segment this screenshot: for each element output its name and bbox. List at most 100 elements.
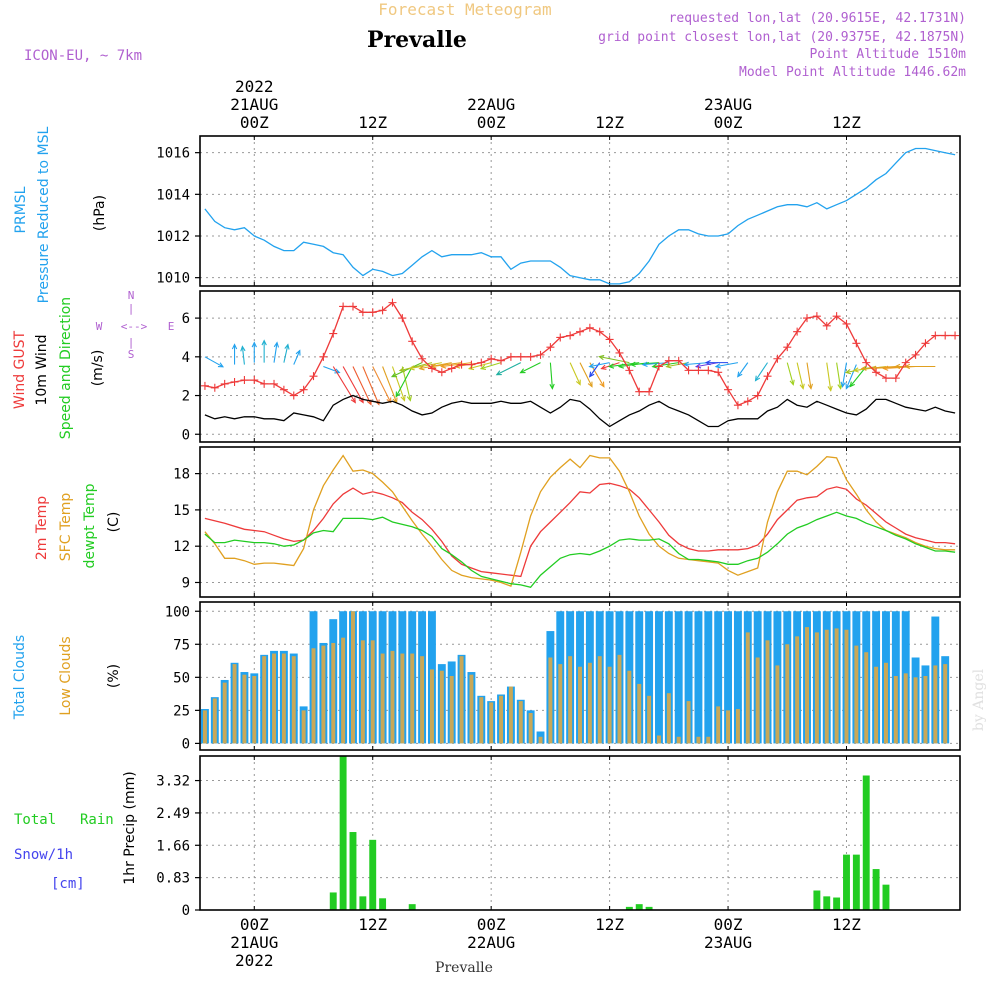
gust-point-marker: [783, 343, 792, 352]
time-axis-label: 00Z: [240, 915, 269, 934]
compass-vbar-top: |: [128, 302, 135, 315]
temp-label-unit: (C): [106, 512, 122, 533]
wind-arrowhead: [799, 383, 805, 390]
gust-point-marker: [645, 387, 654, 396]
pressure-label-prmsl: PRMSL: [13, 186, 29, 233]
low-cloud-bar: [785, 644, 790, 744]
gust-point-marker: [388, 298, 397, 307]
low-cloud-bar: [410, 653, 415, 744]
series-line-t2m: [204, 482, 956, 578]
wind-arrowhead: [273, 341, 280, 348]
wind-arrowhead: [386, 397, 392, 404]
series-line-dewpt: [204, 511, 956, 589]
total-cloud-bar: [655, 611, 663, 744]
low-cloud-bar: [499, 695, 504, 744]
time-axis-label: 00Z: [477, 113, 506, 132]
time-axis-label: 2022: [235, 951, 274, 970]
cloud-label-unit: (%): [106, 664, 122, 688]
wind-direction-arrow: [684, 362, 709, 366]
low-cloud-bar: [281, 653, 286, 744]
time-axis-label: 23AUG: [704, 933, 752, 952]
gust-point-marker: [694, 366, 703, 375]
gust-point-marker: [743, 397, 752, 406]
rain-bar: [339, 756, 347, 910]
wind-arrowhead: [519, 368, 526, 374]
gust-point-marker: [605, 335, 614, 344]
low-cloud-bar: [331, 642, 336, 744]
series-line-prmsl: [204, 147, 956, 285]
wind-direction-arrow: [861, 365, 896, 370]
gust-point-marker: [842, 319, 851, 328]
low-cloud-bar: [558, 664, 563, 744]
compass-w: W: [96, 320, 103, 333]
model-label: ICON-EU, ~ 7km: [24, 48, 142, 64]
wind-arrowhead: [350, 397, 356, 404]
gust-point-marker: [230, 377, 239, 386]
low-cloud-bar: [903, 673, 908, 744]
y-tick-label: 1010: [156, 271, 190, 287]
cloud-label-total: Total Clouds: [12, 635, 28, 720]
wind-direction-arrow: [332, 366, 356, 403]
compass-n: N: [128, 289, 135, 302]
gust-point-marker: [941, 331, 950, 340]
rain-bar: [872, 869, 880, 910]
gust-point-marker: [418, 354, 427, 363]
low-cloud-bar: [884, 662, 888, 744]
panel-frame: [199, 290, 961, 443]
wind-arrowhead: [599, 381, 605, 388]
gust-point-marker: [556, 333, 565, 342]
low-cloud-bar: [913, 677, 918, 744]
low-cloud-bar: [597, 656, 602, 744]
wind-direction-arrow: [469, 362, 492, 370]
low-cloud-bar: [854, 645, 859, 744]
panel-temperature: 9 12 15 18: [173, 446, 961, 598]
gust-point-marker: [329, 329, 338, 338]
low-cloud-bar: [666, 693, 671, 744]
low-cloud-bar: [212, 698, 217, 744]
low-cloud-bar: [291, 656, 296, 744]
wind-arrowhead: [600, 364, 607, 370]
low-cloud-bar: [321, 645, 326, 744]
low-cloud-bar: [449, 676, 454, 744]
wind-arrowhead: [587, 381, 593, 388]
gust-point-marker: [348, 302, 357, 311]
gust-point-marker: [477, 358, 486, 367]
low-cloud-bar: [805, 627, 809, 744]
gust-point-marker: [358, 308, 367, 317]
wind-arrowhead: [295, 349, 301, 356]
low-cloud-bar: [202, 710, 207, 744]
gust-point-marker: [260, 379, 269, 388]
gust-point-marker: [289, 391, 298, 400]
low-cloud-bar: [242, 674, 247, 744]
precip-label-snow: Snow/1h: [14, 847, 73, 863]
low-cloud-bar: [232, 664, 237, 744]
panel-frame: [199, 446, 961, 598]
low-cloud-bar: [311, 648, 316, 744]
wind-label-direction: Speed and Direction: [58, 297, 74, 439]
time-axis-label: 22AUG: [467, 95, 515, 114]
panel-pressure: 1010 1012 1014 1016: [156, 135, 961, 287]
low-cloud-bar: [686, 701, 691, 744]
wind-direction-arrow: [845, 364, 857, 389]
gust-point-marker: [536, 350, 545, 359]
supertitle: Forecast Meteogram: [378, 0, 551, 19]
rain-bar: [823, 896, 831, 910]
total-cloud-bar: [635, 611, 644, 744]
gust-point-marker: [457, 360, 466, 369]
wind-direction-arrow: [372, 366, 392, 403]
low-cloud-bar: [459, 656, 464, 744]
requested-coords: requested lon,lat (20.9615E, 42.1731N): [669, 11, 966, 26]
precip-label-total: Total: [14, 812, 56, 828]
low-cloud-bar: [469, 674, 474, 744]
low-cloud-bar: [508, 686, 513, 744]
gust-point-marker: [832, 312, 841, 321]
wind-arrowhead: [240, 345, 246, 352]
gust-point-marker: [427, 364, 436, 373]
low-cloud-bar: [370, 640, 375, 744]
y-tick-label: 1.66: [156, 838, 190, 854]
gust-point-marker: [901, 358, 910, 367]
low-cloud-bar: [272, 653, 276, 744]
gust-point-marker: [546, 343, 555, 352]
y-tick-label: 0: [182, 903, 190, 919]
